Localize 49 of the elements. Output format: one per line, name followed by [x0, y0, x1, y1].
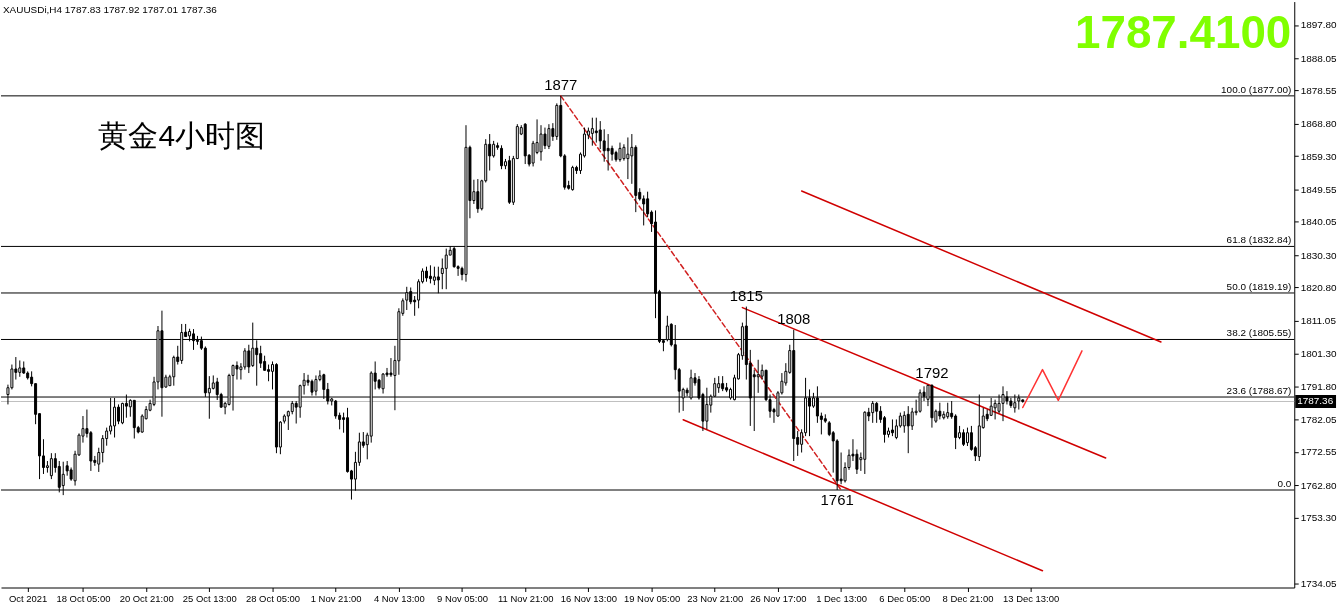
x-tick-label: 28 Oct 05:00: [245, 592, 301, 604]
ref-line-label: 100.0 (1877.00): [1221, 83, 1292, 95]
x-tick-label: 26 Nov 17:00: [750, 592, 807, 604]
y-tick-label: 1791.80: [1300, 380, 1338, 392]
text: 1877: [544, 75, 578, 93]
x-tick-label: 8 Dec 21:00: [942, 592, 994, 604]
annotation: 1787.4100: [1075, 7, 1292, 59]
x-tick-label: 1 Nov 21:00: [310, 592, 362, 604]
y-tick-label: 1878.55: [1300, 85, 1338, 97]
ref-line-label: 50.0 (1819.19): [1226, 280, 1292, 292]
x-tick-label: 20 Oct 21:00: [119, 592, 174, 604]
x-tick-label: 19 Nov 05:00: [623, 592, 681, 604]
ref-line-label: 61.8 (1832.84): [1226, 234, 1292, 246]
y-tick-label: 1762.80: [1300, 479, 1338, 491]
x-tick-label: 18 Oct 05:00: [56, 592, 111, 604]
x-tick-label: 13 Dec 13:00: [1003, 592, 1060, 604]
x-tick-label: 4 Nov 13:00: [373, 592, 425, 604]
ref-line-label: 38.2 (1805.55): [1226, 327, 1292, 339]
text: 1808: [777, 309, 811, 327]
y-tick-label: 1801.30: [1300, 348, 1338, 360]
x-tick-label: Oct 2021: [9, 592, 48, 604]
text: 1815: [729, 286, 763, 304]
y-tick-label: 1849.55: [1300, 183, 1338, 195]
x-tick-label: 1 Dec 13:00: [816, 592, 868, 604]
y-tick-label: 1753.30: [1300, 512, 1338, 524]
y-tick-label: 1772.55: [1300, 446, 1338, 458]
x-tick-label: 16 Nov 13:00: [560, 592, 617, 604]
x-tick-label: 6 Dec 05:00: [879, 592, 931, 604]
x-tick-label: 9 Nov 05:00: [437, 592, 488, 604]
x-tick-label: 25 Oct 13:00: [182, 592, 237, 604]
x-tick-label: 11 Nov 21:00: [497, 592, 554, 604]
ref-line-label: 1787.36: [1297, 395, 1334, 407]
ref-line-label: 23.6 (1788.67): [1226, 385, 1292, 397]
annotation: 0.0: [1277, 478, 1292, 490]
y-tick-label: 1811.05: [1300, 315, 1337, 327]
y-tick-label: 1897.80: [1300, 19, 1338, 31]
chart-subtitle: XAUUSDi,H4 1787.83 1787.92 1787.01 1787.36: [2, 3, 218, 15]
y-tick-label: 1734.05: [1300, 577, 1338, 589]
y-tick-label: 1868.80: [1300, 118, 1338, 130]
y-tick-label: 1820.80: [1300, 281, 1338, 293]
y-tick-label: 1782.05: [1300, 414, 1338, 426]
text: 1761: [820, 490, 854, 508]
y-tick-label: 1830.30: [1300, 249, 1338, 261]
text: 1792: [915, 364, 949, 382]
x-tick-label: 23 Nov 21:00: [687, 592, 744, 604]
y-tick-label: 1840.05: [1300, 216, 1338, 228]
y-tick-label: 1888.05: [1300, 52, 1338, 64]
y-tick-label: 1859.30: [1300, 150, 1338, 162]
text: 黄金4小时图: [98, 118, 266, 152]
